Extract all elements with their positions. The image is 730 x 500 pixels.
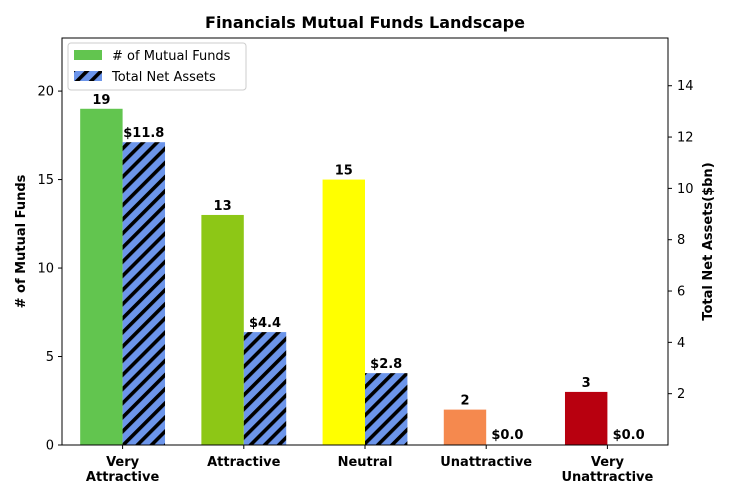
data-label-mutual-funds: 15 bbox=[335, 164, 353, 179]
bar-mutual-funds bbox=[80, 108, 123, 446]
y-tick-label: 5 bbox=[46, 350, 54, 365]
y2-axis-label: Total Net Assets($bn) bbox=[701, 162, 716, 320]
data-label-mutual-funds: 13 bbox=[214, 199, 232, 214]
y2-tick-label: 14 bbox=[677, 79, 694, 94]
bar-mutual-funds bbox=[564, 391, 608, 445]
category-label: Very bbox=[106, 455, 140, 470]
category-label: Unattractive bbox=[440, 455, 532, 470]
category-label: Neutral bbox=[338, 455, 393, 470]
data-label-mutual-funds: 19 bbox=[92, 93, 110, 108]
y-axis-label: # of Mutual Funds bbox=[14, 174, 29, 308]
legend-swatch-net-assets bbox=[74, 71, 102, 81]
category-label: Attractive bbox=[207, 455, 281, 470]
legend: # of Mutual Funds Total Net Assets bbox=[67, 42, 247, 91]
bar-net-assets bbox=[243, 332, 287, 445]
bar-net-assets bbox=[365, 373, 408, 445]
y-tick-label: 10 bbox=[37, 262, 54, 277]
y-tick-label: 0 bbox=[46, 439, 54, 454]
legend-label-mutual-funds: # of Mutual Funds bbox=[112, 49, 231, 64]
y-tick-label: 15 bbox=[37, 173, 54, 188]
bar-mutual-funds bbox=[443, 409, 487, 445]
data-label-net-assets: $11.8 bbox=[123, 126, 164, 141]
data-label-net-assets: $0.0 bbox=[491, 428, 523, 443]
category-label: Very bbox=[591, 455, 625, 470]
data-label-mutual-funds: 3 bbox=[582, 376, 591, 391]
y2-tick-label: 12 bbox=[677, 131, 694, 146]
bar-net-assets bbox=[122, 142, 166, 445]
data-label-net-assets: $4.4 bbox=[249, 316, 281, 331]
bar-mutual-funds bbox=[322, 179, 365, 445]
y2-tick-label: 4 bbox=[677, 336, 685, 351]
chart-title: Financials Mutual Funds Landscape bbox=[205, 13, 525, 32]
category-label: Unattractive bbox=[561, 470, 653, 485]
y2-tick-label: 2 bbox=[677, 387, 685, 402]
data-label-net-assets: $0.0 bbox=[613, 428, 645, 443]
y-tick-label: 20 bbox=[37, 85, 54, 100]
data-label-net-assets: $2.8 bbox=[370, 357, 402, 372]
legend-box bbox=[67, 42, 247, 91]
data-label-mutual-funds: 2 bbox=[460, 394, 469, 409]
category-label: Attractive bbox=[86, 470, 160, 485]
legend-swatch-mutual-funds bbox=[74, 50, 102, 60]
y2-tick-label: 8 bbox=[677, 233, 685, 248]
y2-tick-label: 10 bbox=[677, 182, 694, 197]
legend-label-net-assets: Total Net Assets bbox=[111, 70, 216, 85]
bar-mutual-funds bbox=[201, 214, 244, 445]
y2-tick-label: 6 bbox=[677, 285, 685, 300]
